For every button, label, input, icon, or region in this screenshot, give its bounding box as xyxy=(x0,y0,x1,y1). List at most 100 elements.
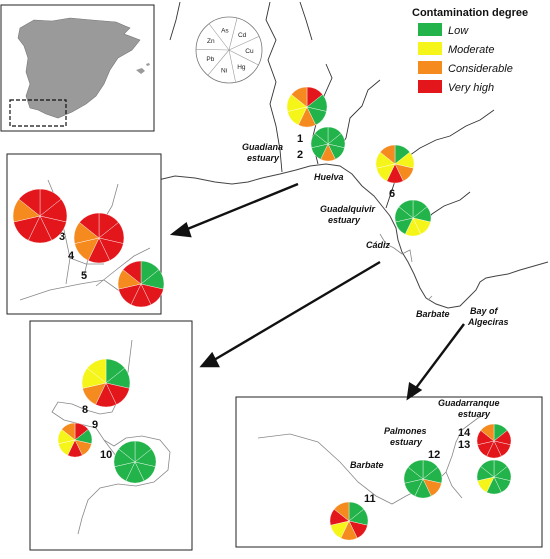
bay-label-1: Bay of xyxy=(470,306,499,316)
site-6-slice-pb xyxy=(379,144,396,165)
site-13-slice-pb xyxy=(480,459,495,478)
guadiana-river xyxy=(265,1,283,173)
metal-key-label-cu: Cu xyxy=(245,48,254,55)
site-9-slice-pb xyxy=(61,422,76,441)
site-pie-11 xyxy=(329,501,369,541)
guadalquivir-label-2: estuary xyxy=(328,215,361,225)
guadarranque-label-2: estuary xyxy=(458,409,491,419)
site-pie-14 xyxy=(476,423,512,459)
site-pie-3 xyxy=(12,188,68,244)
place-labels: Guadiana estuary Huelva Guadalquivir est… xyxy=(242,142,509,470)
site-pie-9 xyxy=(57,422,93,458)
legend: Contamination degree Low Moderate Consider… xyxy=(412,7,528,94)
site-10-slice-pb xyxy=(118,440,136,463)
metal-key-divider xyxy=(196,48,230,51)
cadiz-inset-frame xyxy=(29,320,193,551)
metal-key-divider xyxy=(228,49,236,83)
legend-swatch-considerable xyxy=(418,61,442,74)
arrow-to-huelva-inset xyxy=(184,182,299,232)
metal-key-divider xyxy=(228,36,260,51)
arrow-head-huelva xyxy=(169,222,192,238)
site-1-slice-pb xyxy=(291,86,308,108)
site-pie-10 xyxy=(113,440,157,484)
huelva-inset-channel xyxy=(69,257,104,265)
palmones-label-2: estuary xyxy=(390,437,423,447)
site-number-14: 14 xyxy=(458,427,471,439)
bay-label-2: Algeciras xyxy=(467,317,509,327)
cadiz-label: Cádiz xyxy=(366,240,391,250)
metal-key-diagram: Zn As Cd Cu Hg Ni Pb xyxy=(195,16,263,84)
legend-title: Contamination degree xyxy=(412,7,528,19)
site-number-11: 11 xyxy=(364,493,376,505)
barbate-label: Barbate xyxy=(416,309,450,319)
site-pie-6 xyxy=(375,144,415,184)
site-numbers: 1 2 3 4 5 6 8 9 10 11 12 13 14 xyxy=(59,133,471,505)
site-7-slice-pb xyxy=(398,199,414,219)
site-number-5: 5 xyxy=(81,270,87,282)
site-pie-1 xyxy=(286,86,328,128)
metal-key-divider xyxy=(208,23,230,51)
legend-label-low: Low xyxy=(448,25,469,37)
guadarranque-river xyxy=(469,413,487,425)
algeciras-inset-coast xyxy=(257,423,471,505)
barbate-coast-stub xyxy=(427,295,433,301)
legend-label-moderate: Moderate xyxy=(448,44,494,56)
legend-label-very-high: Very high xyxy=(448,82,494,94)
site-pie-5 xyxy=(117,260,165,308)
legend-swatch-moderate xyxy=(418,42,442,55)
site-number-10: 10 xyxy=(100,449,112,461)
site-pie-7 xyxy=(394,199,432,237)
arrow-head-algeciras xyxy=(406,382,423,401)
guadarranque-label-1: Guadarranque xyxy=(438,398,500,408)
site-pie-13 xyxy=(476,459,512,495)
metal-key-label-cd: Cd xyxy=(238,32,247,39)
site-number-3: 3 xyxy=(59,231,65,243)
arrow-head-cadiz xyxy=(199,351,220,368)
metal-key-divider xyxy=(228,49,259,66)
metal-key-divider xyxy=(207,49,230,76)
legend-label-considerable: Considerable xyxy=(448,63,513,75)
site-3-slice-pb xyxy=(18,188,41,217)
site-number-13: 13 xyxy=(458,439,470,451)
cadiz-bay-outline xyxy=(379,233,413,263)
cadiz-inset-coast xyxy=(51,339,171,535)
main-coastline xyxy=(157,163,549,309)
guadiana-label-1: Guadiana xyxy=(242,142,283,152)
spain-overview-inset xyxy=(0,4,155,132)
metal-key-label-pb: Pb xyxy=(206,56,214,63)
site-number-4: 4 xyxy=(68,250,75,262)
site-number-12: 12 xyxy=(428,449,440,461)
huelva-inset-river-c xyxy=(95,247,151,287)
site-number-1: 1 xyxy=(297,133,303,145)
arrow-to-cadiz-inset xyxy=(213,260,381,362)
algeciras-inset-river xyxy=(445,471,463,499)
zoom-arrows xyxy=(169,182,465,401)
metal-key-label-hg: Hg xyxy=(237,64,246,71)
site-pie-4 xyxy=(73,212,125,264)
legend-swatch-low xyxy=(418,23,442,36)
palmones-label-1: Palmones xyxy=(384,426,427,436)
study-area-highlight-box xyxy=(9,99,67,127)
site-pie-charts xyxy=(12,86,512,541)
metal-key-label-as: As xyxy=(221,27,229,34)
site-8-slice-pb xyxy=(86,358,107,384)
cadiz-bay-inset xyxy=(29,320,193,551)
site-pie-12 xyxy=(403,459,443,499)
iberian-peninsula-shape xyxy=(17,17,141,119)
metal-key-divider xyxy=(228,17,238,51)
huelva-label: Huelva xyxy=(314,172,344,182)
arrow-to-algeciras-inset xyxy=(415,323,465,389)
guadiana-label-2: estuary xyxy=(247,153,280,163)
metal-key-label-zn: Zn xyxy=(207,38,215,45)
site-pie-2 xyxy=(310,126,346,162)
metal-key-label-ni: Ni xyxy=(221,67,227,74)
site-11-slice-pb xyxy=(333,501,350,522)
legend-swatch-very-high xyxy=(418,80,442,93)
site-number-6: 6 xyxy=(389,188,395,200)
site-14-slice-pb xyxy=(480,423,495,442)
site-number-8: 8 xyxy=(82,404,88,416)
site-5-slice-pb xyxy=(122,260,142,285)
guadalquivir-label-1: Guadalquivir xyxy=(320,204,376,214)
site-pie-8 xyxy=(81,358,131,408)
